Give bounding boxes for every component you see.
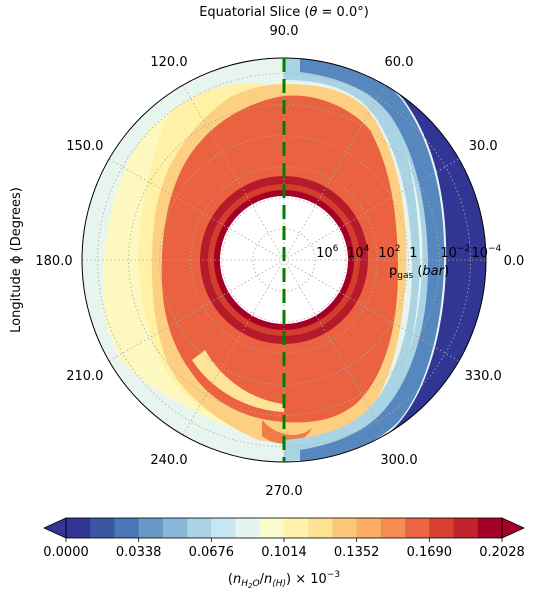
colorbar-swatch <box>90 518 115 538</box>
angle-tick-label: 330.0 <box>465 369 502 384</box>
colorbar-swatch <box>284 518 309 538</box>
angular-gridline <box>108 158 285 261</box>
radial-gridline <box>128 104 440 416</box>
colorbar-tick-label: 0.0676 <box>189 545 235 560</box>
colorbar-tick-label: 0.2028 <box>479 545 525 560</box>
angle-tick-label: 240.0 <box>150 453 187 468</box>
angular-gridline <box>283 259 386 436</box>
angle-tick-label: 210.0 <box>66 369 103 384</box>
angle-tick-label: 300.0 <box>380 453 417 468</box>
angle-tick-label: 120.0 <box>150 55 187 70</box>
radial-tick-label: 102 <box>378 244 400 261</box>
angle-tick-labels: 0.0 30.0 60.0 90.0 120.0 150.0 180.0 210.0 240.0… <box>35 24 524 499</box>
colorbar-label: (nH2O/n⟨H⟩) × 10−3 <box>228 570 340 590</box>
radial-tick-label: 106 <box>316 244 339 261</box>
colorbar-swatch <box>162 518 188 538</box>
colorbar-swatch <box>429 518 455 538</box>
colorbar-extend-high <box>501 517 525 539</box>
colorbar-tick-label: 0.1690 <box>407 545 453 560</box>
angle-tick-label: 270.0 <box>265 484 302 499</box>
angle-tick-label: 0.0 <box>504 254 525 269</box>
colorbar-swatch <box>114 518 140 538</box>
colorbar-swatch <box>308 518 333 538</box>
angle-tick-label: 180.0 <box>35 254 72 269</box>
angle-tick-label: 60.0 <box>385 55 414 70</box>
colorbar-swatch <box>405 518 430 538</box>
radial-tick-label: 104 <box>347 244 370 261</box>
angular-gridline <box>283 158 460 261</box>
radial-tick-label: 10−4 <box>471 244 501 261</box>
chart-title: Equatorial Slice (θ = 0.0°) <box>199 5 369 20</box>
radial-tick-label: 1 <box>409 246 417 261</box>
field-dayside-cyan-edge <box>284 58 439 462</box>
colorbar-swatch <box>259 518 285 538</box>
angular-gridline <box>182 84 285 261</box>
angular-gridline <box>283 259 460 362</box>
field-dayside-dark-blue <box>306 58 486 462</box>
angle-tick-label: 30.0 <box>469 139 498 154</box>
colorbar-tick-label: 0.1014 <box>261 545 307 560</box>
colorbar: 0.0000 0.0338 0.0676 0.1014 0.1352 0.1690 0.20… <box>43 517 525 560</box>
polar-plot-area: 106 104 102 1 10−2 10−4 pgas (bar) <box>81 57 502 463</box>
colorbar-swatch <box>477 518 503 538</box>
field-west-limb-yellow-band <box>192 350 284 412</box>
colorbar-tick-label: 0.0000 <box>43 545 89 560</box>
angular-gridline <box>182 259 285 436</box>
colorbar-swatch <box>380 518 406 538</box>
colorbar-swatch <box>356 518 382 538</box>
colorbar-swatch <box>211 518 237 538</box>
colorbar-swatch <box>453 518 479 538</box>
y-axis-label: Longitude ϕ (Degrees) <box>9 187 24 333</box>
colorbar-swatch <box>66 518 91 538</box>
colorbar-tick-label: 0.1352 <box>334 545 380 560</box>
angular-gridline <box>108 259 285 362</box>
radial-axis-label: pgas (bar) <box>389 264 449 281</box>
colorbar-swatch <box>332 518 358 538</box>
colorbar-tick-label: 0.0338 <box>116 545 162 560</box>
angle-tick-label: 150.0 <box>66 139 103 154</box>
angular-gridline <box>283 84 386 261</box>
colorbar-extend-low <box>43 517 67 539</box>
colorbar-swatch <box>187 518 212 538</box>
colorbar-swatch <box>138 518 164 538</box>
radial-tick-labels: 106 104 102 1 10−2 10−4 <box>316 244 501 261</box>
field-bottom-orange-blob <box>262 420 312 444</box>
radial-tick-label: 10−2 <box>440 244 470 261</box>
angle-tick-label: 90.0 <box>270 24 299 39</box>
field-morning-limb-white-sliver <box>404 150 423 370</box>
colorbar-swatch <box>235 518 261 538</box>
